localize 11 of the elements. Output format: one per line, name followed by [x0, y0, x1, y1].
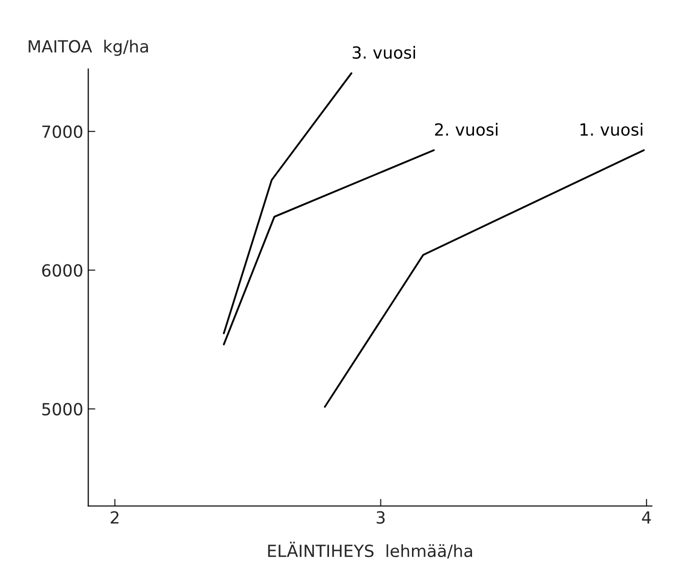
- x-axis-title: ELÄINTIHEYS lehmää/ha: [268, 542, 472, 558]
- series-label: 3. vuosi: [352, 46, 416, 59]
- y-tick-label: 5000: [42, 402, 82, 416]
- y-axis-title: MAITOA kg/ha: [28, 40, 148, 56]
- x-tick-label: 2: [110, 511, 118, 524]
- y-tick-label: 7000: [42, 125, 82, 138]
- x-tick-label: 3: [376, 511, 385, 524]
- series-label: 1. vuosi: [580, 122, 642, 136]
- series-label: 2. vuosi: [435, 122, 498, 136]
- x-tick-label: 4: [642, 511, 651, 524]
- y-tick-label: 6000: [42, 264, 82, 277]
